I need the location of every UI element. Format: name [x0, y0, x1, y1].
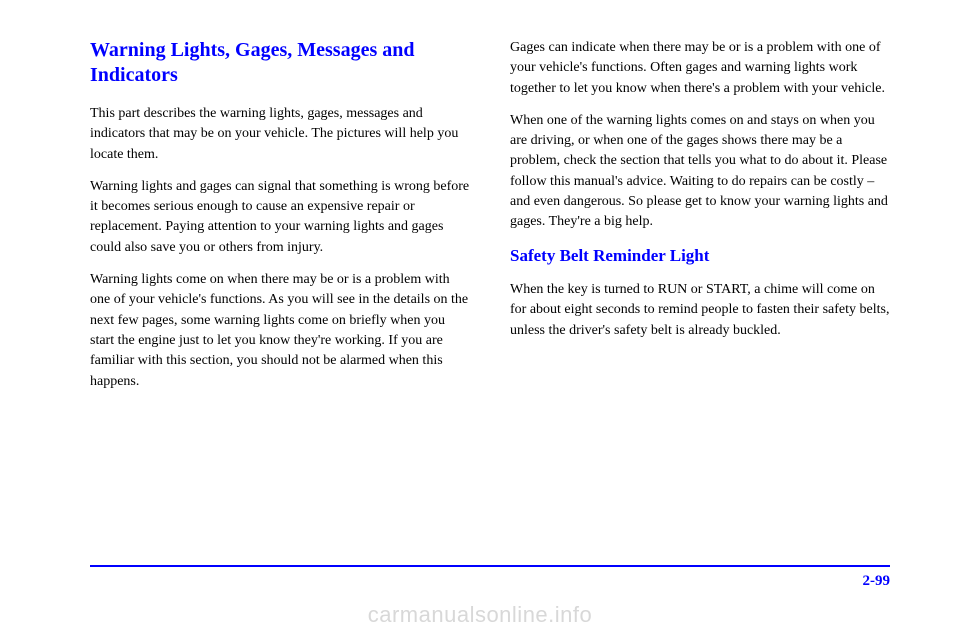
watermark-text: carmanualsonline.info	[0, 602, 960, 628]
subsection-heading: Safety Belt Reminder Light	[510, 245, 890, 266]
body-paragraph: When one of the warning lights comes on …	[510, 111, 890, 233]
body-paragraph: When the key is turned to RUN or START, …	[510, 280, 890, 341]
body-paragraph: Gages can indicate when there may be or …	[510, 38, 890, 99]
right-column: Gages can indicate when there may be or …	[510, 38, 890, 404]
page-content: Warning Lights, Gages, Messages and Indi…	[0, 0, 960, 404]
body-paragraph: Warning lights and gages can signal that…	[90, 177, 470, 258]
page-footer: 2-99	[90, 565, 890, 590]
body-paragraph: This part describes the warning lights, …	[90, 104, 470, 165]
left-column: Warning Lights, Gages, Messages and Indi…	[90, 38, 470, 404]
body-paragraph: Warning lights come on when there may be…	[90, 270, 470, 392]
page-number: 2-99	[90, 573, 890, 590]
footer-divider	[90, 565, 890, 567]
section-heading: Warning Lights, Gages, Messages and Indi…	[90, 38, 470, 88]
